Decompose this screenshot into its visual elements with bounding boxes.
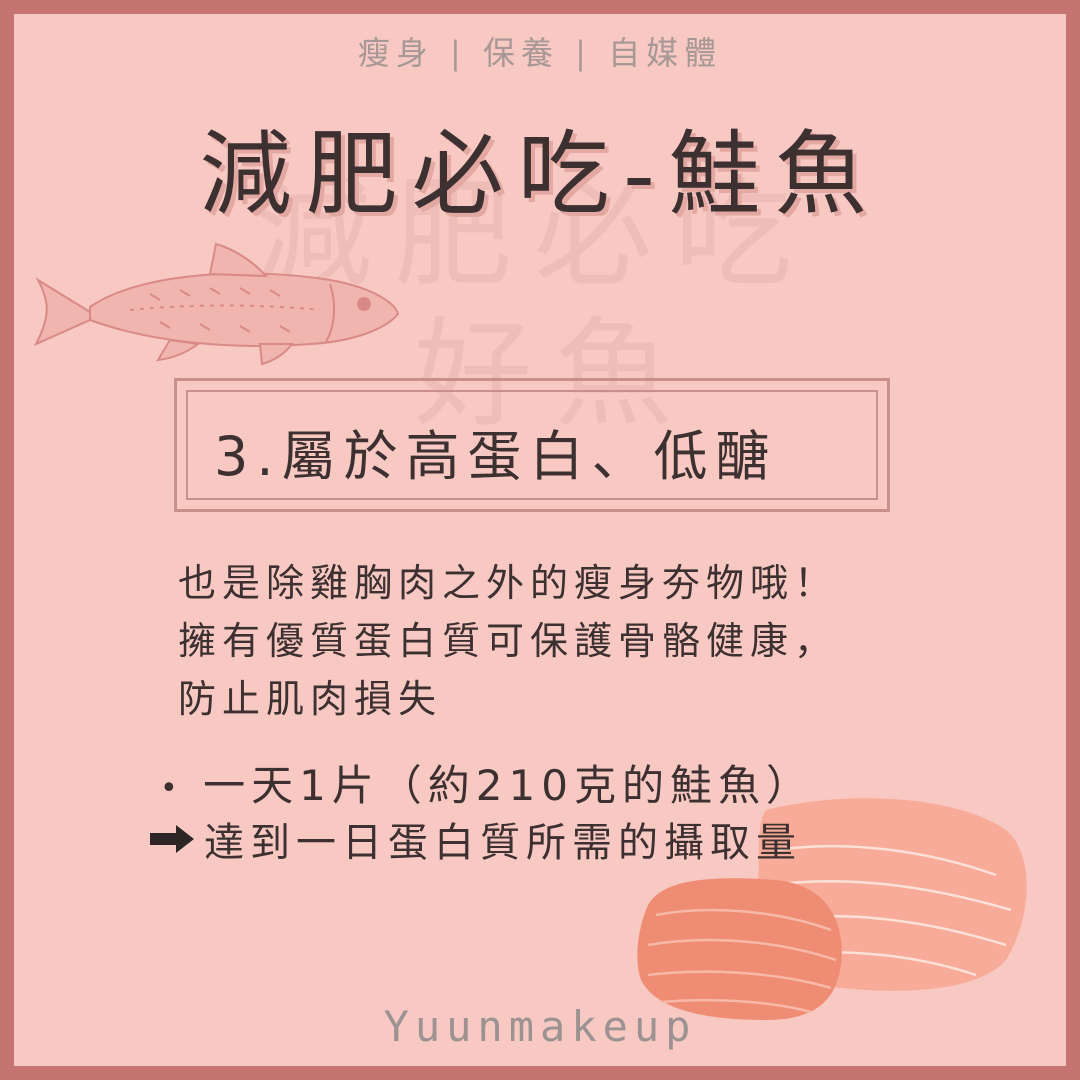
salmon-fish-icon [33,242,400,366]
watermark-line: 減肥必吃 [254,165,815,303]
heading-frame-inner [186,390,878,500]
tagline: 瘦身 | 保養 | 自媒體 [357,34,723,72]
tip-result: 達到一日蛋白質所需的攝取量 [148,810,802,868]
tip-bullet: • 一天1片（約210克的鮭魚） [160,752,814,813]
arrow-right-icon [150,825,194,853]
heading-frame-outer [174,378,890,512]
background-watermark: 減肥必吃 好魚 [254,164,814,444]
body-line: 防止肌肉損失 [178,677,443,721]
section-heading: 3.屬於高蛋白、低醣 [214,425,778,488]
body-line: 也是除雞胸肉之外的瘦身夯物哦！ [178,561,839,605]
watermark-line: 好魚 [414,305,695,443]
tip-bullet-text: 一天1片（約210克的鮭魚） [203,761,814,810]
page-title: 減肥必吃-鮭魚 [199,121,881,228]
bullet-dot: • [160,771,184,806]
salmon-fillet-icon [637,798,1027,1020]
poster-card: 減肥必吃 好魚 瘦身 | 保養 | 自媒體 減肥必吃-鮭魚 3.屬於高蛋白、低醣… [14,14,1066,1066]
brand-signature: Yuunmakeup [383,1002,697,1051]
body-line: 擁有優質蛋白質可保護骨骼健康， [178,619,839,663]
tip-result-text: 達到一日蛋白質所需的攝取量 [204,820,802,866]
